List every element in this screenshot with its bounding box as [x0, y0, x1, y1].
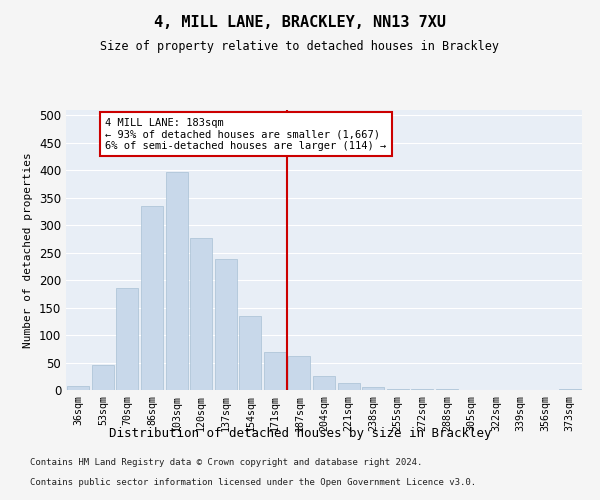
- Text: Distribution of detached houses by size in Brackley: Distribution of detached houses by size …: [109, 428, 491, 440]
- Text: 4 MILL LANE: 183sqm
← 93% of detached houses are smaller (1,667)
6% of semi-deta: 4 MILL LANE: 183sqm ← 93% of detached ho…: [106, 118, 386, 151]
- Bar: [264, 352, 286, 390]
- Bar: [92, 364, 114, 390]
- Bar: [289, 356, 310, 390]
- Bar: [166, 172, 188, 390]
- Text: Size of property relative to detached houses in Brackley: Size of property relative to detached ho…: [101, 40, 499, 53]
- Bar: [338, 384, 359, 390]
- Bar: [141, 206, 163, 390]
- Text: Contains public sector information licensed under the Open Government Licence v3: Contains public sector information licen…: [30, 478, 476, 487]
- Bar: [239, 316, 262, 390]
- Bar: [362, 388, 384, 390]
- Bar: [190, 238, 212, 390]
- Y-axis label: Number of detached properties: Number of detached properties: [23, 152, 34, 348]
- Text: Contains HM Land Registry data © Crown copyright and database right 2024.: Contains HM Land Registry data © Crown c…: [30, 458, 422, 467]
- Text: 4, MILL LANE, BRACKLEY, NN13 7XU: 4, MILL LANE, BRACKLEY, NN13 7XU: [154, 15, 446, 30]
- Bar: [215, 260, 237, 390]
- Bar: [67, 386, 89, 390]
- Bar: [116, 288, 139, 390]
- Bar: [313, 376, 335, 390]
- Bar: [386, 389, 409, 390]
